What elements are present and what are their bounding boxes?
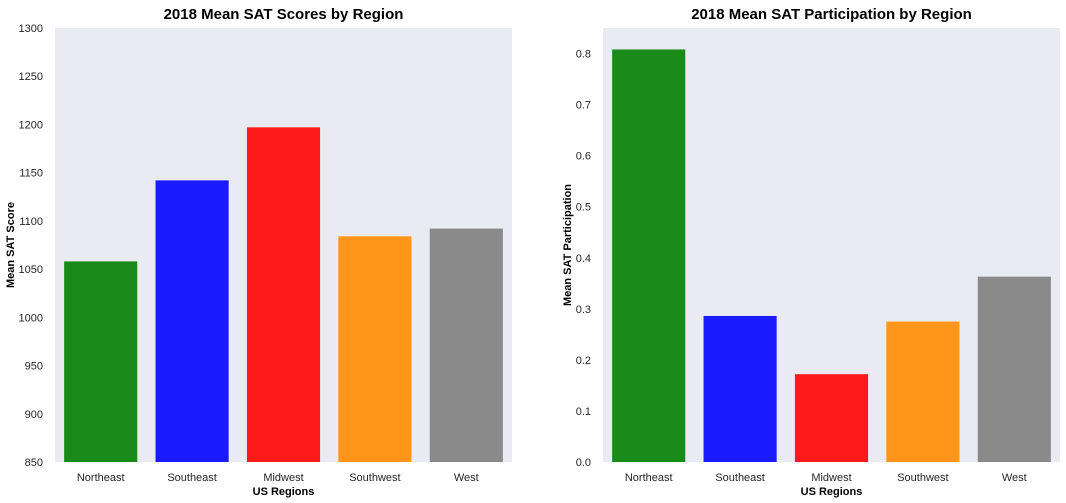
y-tick-label: 950 xyxy=(25,361,43,373)
y-tick-label: 1150 xyxy=(19,168,43,180)
x-axis-label: US Regions xyxy=(801,486,863,498)
y-tick-label: 0.3 xyxy=(576,304,591,316)
y-tick-label: 0.5 xyxy=(576,202,591,214)
bar-southeast xyxy=(703,315,777,462)
y-tick-label: 0.7 xyxy=(576,100,591,112)
chart-title: 2018 Mean SAT Scores by Region xyxy=(164,6,404,23)
bar-midwest xyxy=(246,127,321,463)
x-tick-label: Southeast xyxy=(715,472,765,484)
x-tick-label: Northeast xyxy=(77,472,125,484)
y-tick-label: 0.1 xyxy=(576,406,591,418)
sat-participation-chart: 2018 Mean SAT Participation by Region US… xyxy=(562,6,1060,498)
x-tick-label: Midwest xyxy=(263,472,303,484)
sat-scores-chart: 2018 Mean SAT Scores by Region US Region… xyxy=(5,6,512,498)
x-tick-label: Northeast xyxy=(625,472,673,484)
y-tick-label: 1200 xyxy=(19,119,43,131)
bar-southeast xyxy=(155,180,229,463)
bar-southwest xyxy=(886,321,960,462)
bar-west xyxy=(429,228,503,462)
y-tick-label: 1050 xyxy=(19,264,43,276)
x-tick-label: West xyxy=(1002,472,1027,484)
y-tick-label: 1300 xyxy=(19,23,43,35)
y-axis-label: Mean SAT Score xyxy=(5,202,17,288)
y-tick-label: 0.6 xyxy=(576,151,591,163)
y-tick-label: 1100 xyxy=(19,216,43,228)
bar-midwest xyxy=(794,374,869,462)
chart-title: 2018 Mean SAT Participation by Region xyxy=(691,6,972,23)
bar-northeast xyxy=(64,261,138,462)
y-tick-label: 1250 xyxy=(19,71,43,83)
bar-northeast xyxy=(612,49,686,463)
y-tick-label: 1000 xyxy=(19,312,43,324)
x-tick-label: Southwest xyxy=(349,472,400,484)
bar-west xyxy=(977,276,1051,462)
x-tick-label: Southeast xyxy=(167,472,217,484)
y-tick-label: 850 xyxy=(25,457,43,469)
y-axis-label: Mean SAT Participation xyxy=(562,184,574,306)
x-tick-label: Southwest xyxy=(897,472,948,484)
x-axis-label: US Regions xyxy=(253,486,315,498)
y-tick-label: 0.4 xyxy=(576,253,591,265)
y-tick-label: 900 xyxy=(25,409,43,421)
y-tick-label: 0.0 xyxy=(576,457,591,469)
y-tick-label: 0.2 xyxy=(576,355,591,367)
bar-southwest xyxy=(338,236,412,462)
y-tick-label: 0.8 xyxy=(576,49,591,61)
x-tick-label: Midwest xyxy=(811,472,851,484)
x-tick-label: West xyxy=(454,472,479,484)
